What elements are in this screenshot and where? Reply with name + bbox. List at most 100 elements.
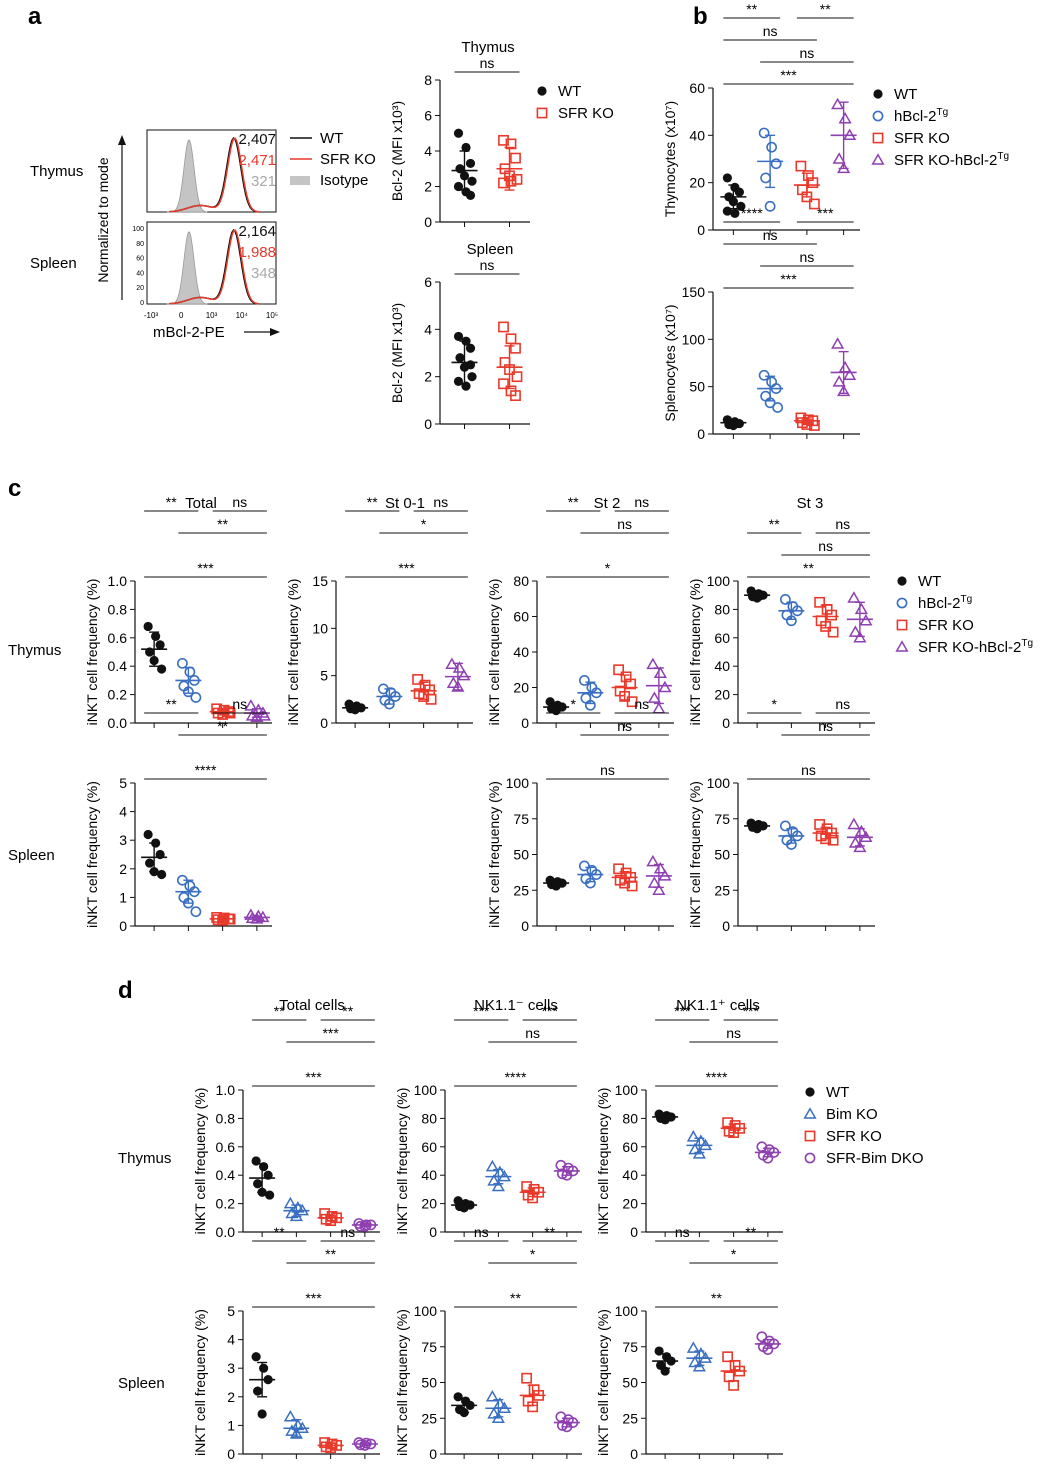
data-point-sfr — [814, 596, 826, 608]
histogram-frame — [146, 221, 277, 305]
data-point-wt — [730, 208, 740, 219]
data-point-wt — [453, 128, 464, 138]
row-label-d-spleen: Spleen — [118, 1375, 165, 1392]
data-point-sfr — [498, 378, 509, 390]
x-arrow-head — [270, 328, 280, 336]
y-tick-label: 4 — [424, 143, 432, 159]
data-point-hbcl — [760, 172, 772, 184]
data-point-combo — [646, 657, 660, 670]
y-tick-label: 4 — [424, 321, 432, 337]
plot-title: NK1.1⁻ cells — [474, 997, 558, 1014]
y-tick-label: 20 — [513, 680, 529, 696]
significance-label: **** — [741, 205, 763, 221]
y-tick-label: 100 — [414, 1303, 438, 1319]
data-point-hbcl — [190, 906, 202, 918]
significance-label: * — [421, 516, 427, 532]
data-point-combo — [832, 375, 846, 387]
y-axis-label: iNKT cell frequency (%) — [285, 579, 301, 726]
y-tick-label: 60 — [622, 1139, 638, 1155]
significance-label: ns — [433, 494, 448, 510]
plot-title: NK1.1⁺ cells — [676, 997, 760, 1014]
data-point-sfr — [510, 152, 521, 164]
panel-letter-b: b — [693, 3, 708, 30]
legend-marker-sfr — [872, 132, 884, 144]
histogram-y-tick: 100 — [132, 226, 144, 233]
histogram-y-tick: 40 — [136, 270, 144, 277]
histogram-x-tick: -10³ — [144, 311, 159, 320]
histogram-x-label: mBcl-2-PE — [153, 324, 225, 341]
significance-label: ** — [745, 1224, 756, 1240]
data-point-wt — [259, 1363, 269, 1373]
significance-label: *** — [322, 1025, 339, 1041]
data-point-combo — [457, 668, 471, 681]
y-tick-label: 60 — [689, 80, 705, 96]
histogram-legend-label: WT — [320, 130, 343, 147]
y-tick-label: 0 — [429, 1446, 437, 1462]
data-point-combo — [452, 661, 466, 673]
data-point-hbcl — [758, 369, 770, 381]
y-tick-label: 40 — [622, 1167, 638, 1183]
legend-swatch-isotype — [290, 176, 310, 185]
significance-label: ns — [799, 249, 814, 265]
y-axis-label: iNKT cell frequency (%) — [687, 579, 703, 726]
significance-label: **** — [505, 1069, 527, 1085]
histogram-x-tick: 0 — [179, 311, 184, 320]
data-point-hbcl — [688, 1355, 702, 1368]
data-point-hbcl — [779, 594, 791, 605]
y-tick-label: 2 — [227, 1389, 235, 1405]
significance-label: **** — [195, 762, 217, 778]
significance-label: ** — [769, 516, 780, 532]
data-point-sfr — [626, 696, 638, 708]
mfi-value: 2,471 — [238, 152, 276, 169]
significance-label: * — [530, 1246, 536, 1262]
data-point-combo — [451, 680, 465, 692]
histogram-y-tick: 80 — [136, 241, 144, 248]
y-tick-label: 60 — [714, 630, 730, 646]
mfi-value: 348 — [251, 265, 276, 282]
scatter-plots: 0 2 4 6 8 Bcl-2 (MFI x10³) Thymus ns 0 2 4 6 Bcl-2 (… — [84, 1, 875, 1462]
y-tick-label: 0 — [630, 1224, 638, 1240]
data-point-sfr — [505, 175, 517, 187]
y-tick-label: 150 — [682, 284, 706, 300]
y-tick-label: 1 — [119, 889, 127, 905]
data-point-hbcl — [491, 1179, 505, 1192]
isotype-histogram — [166, 231, 208, 305]
y-tick-label: 0 — [424, 416, 432, 432]
y-tick-label: 80 — [421, 1110, 437, 1126]
data-point-sfr — [498, 321, 509, 333]
data-point-sfr — [827, 834, 839, 846]
y-tick-label: 75 — [714, 811, 730, 827]
data-point-wt — [251, 1352, 261, 1362]
y-tick-label: 0.4 — [108, 658, 128, 674]
histogram-y-label: Normalized to mode — [95, 157, 111, 282]
significance-label: ** — [217, 516, 228, 532]
legend-panel-b: WT hBcl-2Tg SFR KO SFR KO-hBcl-2Tg — [871, 86, 1009, 169]
y-tick-label: 50 — [714, 847, 730, 863]
data-point-wt — [734, 187, 744, 197]
data-point-hbcl — [760, 390, 772, 402]
data-point-hbcl — [766, 376, 778, 388]
significance-label: ** — [820, 1, 831, 17]
significance-label: ** — [217, 718, 228, 734]
plot-d-thymus-total: 0.0 0.2 0.4 0.6 0.8 1.0 iNKT cell frequency (%… — [192, 997, 380, 1240]
data-point-wt — [467, 372, 477, 382]
data-point-combo — [854, 824, 868, 837]
plot-title: Total — [185, 495, 217, 512]
y-tick-label: 2 — [119, 861, 127, 877]
y-tick-label: 20 — [689, 175, 705, 191]
y-tick-label: 0 — [722, 715, 730, 731]
data-point-sfr — [505, 333, 517, 345]
data-point-wt — [461, 381, 471, 391]
data-point-sfr — [808, 198, 820, 210]
data-point-wt — [465, 360, 476, 370]
y-tick-label: 2 — [424, 179, 432, 195]
y-axis-label: iNKT cell frequency (%) — [394, 1088, 410, 1235]
significance-label: ns — [726, 1025, 741, 1041]
panel-letter-d: d — [118, 977, 133, 1004]
histogram-y-tick: 20 — [136, 285, 144, 292]
plot-title: St 3 — [797, 495, 824, 512]
y-tick-label: 50 — [513, 847, 529, 863]
